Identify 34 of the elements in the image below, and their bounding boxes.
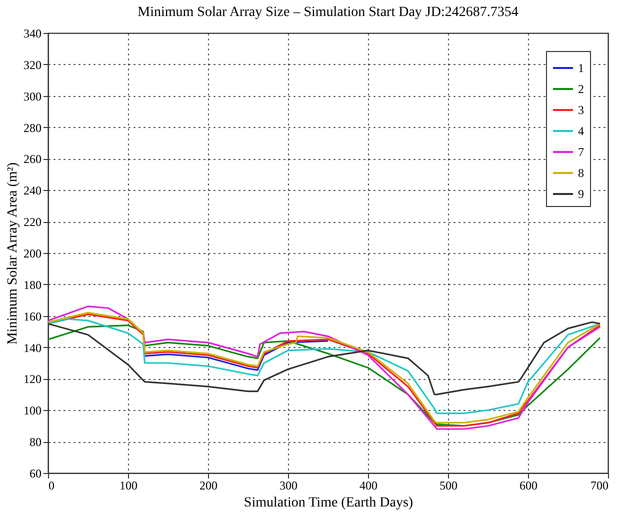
y-tick-label: 140 <box>24 340 42 355</box>
chart-title: Minimum Solar Array Size – Simulation Start Day JD:242687.7354 <box>138 5 518 20</box>
y-tick-label: 320 <box>24 58 42 72</box>
y-tick-label: 300 <box>24 89 42 104</box>
line-series <box>144 340 329 371</box>
y-tick-label: 100 <box>24 404 42 418</box>
y-tick-label: 160 <box>24 309 42 324</box>
x-tick-label: 100 <box>120 478 138 492</box>
legend-label: 7 <box>578 145 584 159</box>
x-tick-label: 400 <box>360 478 378 492</box>
y-axis-title: Minimum Solar Array Area (m²) <box>6 162 20 345</box>
legend-label: 4 <box>578 124 584 138</box>
legend-label: 2 <box>578 82 584 96</box>
x-axis-title: Simulation Time (Earth Days) <box>244 496 414 510</box>
legend-label: 9 <box>578 187 584 201</box>
y-tick-label: 340 <box>24 26 42 40</box>
y-tick-label: 260 <box>24 152 42 166</box>
x-tick-label: 300 <box>280 478 298 492</box>
x-tick-label: 600 <box>520 478 538 492</box>
x-tick-label: 200 <box>200 478 218 492</box>
y-tick-label: 120 <box>24 372 42 386</box>
y-tick-label: 200 <box>24 246 42 260</box>
y-tick-label: 240 <box>24 184 42 198</box>
y-tick-label: 180 <box>24 278 42 292</box>
y-tick-label: 220 <box>24 215 42 230</box>
y-tick-label: 60 <box>30 466 42 480</box>
legend-label: 1 <box>578 61 584 75</box>
x-tick-label: 0 <box>48 478 54 492</box>
x-tick-label: 700 <box>590 478 608 492</box>
y-tick-label: 280 <box>24 120 42 135</box>
y-tick-label: 80 <box>30 435 42 450</box>
legend-label: 8 <box>578 166 584 180</box>
x-tick-label: 500 <box>440 478 458 492</box>
legend-label: 3 <box>578 103 584 117</box>
